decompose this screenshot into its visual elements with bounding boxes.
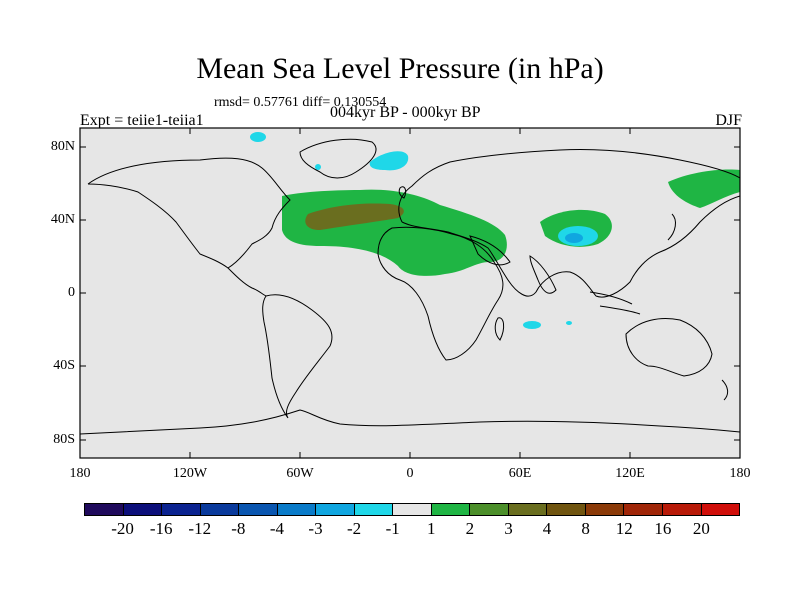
colorbar-label: -20: [111, 519, 134, 538]
colorbar-box: [200, 504, 240, 515]
stats-line: rmsd= 0.57761 diff= 0.130554: [214, 95, 387, 110]
map-ticks: [80, 128, 740, 458]
colorbar-box: [85, 504, 124, 515]
coastline-madagascar: [494, 317, 505, 341]
coastline-antarctica: [80, 409, 740, 435]
coastline-africa: [377, 226, 504, 361]
colorbar-box: [662, 504, 702, 515]
anomaly-negative-tibet-inner: [565, 233, 583, 243]
coastline-greenland: [299, 138, 377, 179]
colorbar-label: 1: [427, 519, 436, 538]
anomaly-negative-north-atlantic: [315, 164, 321, 170]
coastline-new-zealand: [721, 379, 729, 401]
colorbar-box: [316, 504, 355, 515]
colorbar-label: 20: [692, 519, 710, 538]
coastline-uk: [398, 186, 407, 199]
colorbar-box: [239, 504, 278, 515]
colorbar-box: [585, 504, 625, 515]
lat-label-80n: 80N: [50, 139, 75, 154]
coastline-eurasia: [398, 148, 740, 298]
period-diff-label: 004kyr BP - 000kyr BP: [330, 104, 481, 121]
colorbar-label: 2: [465, 519, 475, 538]
lon-label-180e: 180: [729, 466, 751, 481]
season-label: DJF: [715, 112, 742, 129]
lon-label-60w: 60W: [286, 466, 314, 481]
map-background: [80, 128, 740, 458]
colorbar-label: 8: [581, 519, 590, 538]
plot-title: Mean Sea Level Pressure (in hPa): [196, 52, 604, 85]
colorbar-label: 4: [542, 519, 552, 538]
colorbar-box: [701, 504, 740, 515]
coastline-north-america: [87, 157, 291, 269]
colorbar-label: -2: [347, 519, 362, 538]
lon-label-0: 0: [406, 466, 414, 481]
experiment-label: Expt = teiie1-teiia1: [80, 112, 204, 129]
colorbar-label: -3: [308, 519, 323, 538]
colorbar-box: [547, 504, 586, 515]
coastline-japan: [667, 213, 676, 241]
colorbar-label: 16: [654, 519, 672, 538]
coastline-indonesia: [589, 291, 641, 315]
lon-label-60e: 60E: [508, 466, 532, 481]
lat-label-40n: 40N: [50, 212, 75, 227]
coastline-south-america: [262, 294, 333, 419]
lat-label-40s: 40S: [53, 358, 75, 373]
colorbar-box: [123, 504, 163, 515]
anomaly-core-north-africa: [305, 203, 404, 230]
anomaly-negative-greenland: [369, 151, 409, 171]
colorbar-label: -16: [149, 519, 173, 538]
colorbar-box: [277, 504, 317, 515]
coastline-australia: [625, 318, 713, 377]
coastlines: [80, 138, 740, 435]
coastline-india: [529, 255, 557, 294]
colorbar-label: -12: [188, 519, 212, 538]
colorbar: [84, 503, 740, 516]
colorbar-box: [508, 504, 548, 515]
anomaly-region-east-siberia: [668, 169, 740, 208]
anomaly-negative-indian-ocean-small: [566, 321, 572, 325]
anomaly-negative-indian-ocean: [523, 321, 541, 329]
colorbar-box: [470, 504, 509, 515]
colorbar-box: [162, 504, 201, 515]
colorbar-box: [431, 504, 471, 515]
colorbar-label: 12: [615, 519, 633, 538]
colorbar-box: [354, 504, 394, 515]
colorbar-label: -1: [385, 519, 400, 538]
colorbar-box: [393, 504, 432, 515]
lat-label-80s: 80S: [53, 432, 75, 447]
lon-label-180w: 180: [69, 466, 91, 481]
lon-label-120e: 120E: [615, 466, 645, 481]
colorbar-box: [624, 504, 663, 515]
coastline-arabia: [469, 235, 511, 266]
lat-label-equator: 0: [68, 285, 75, 300]
colorbar-label: -4: [269, 519, 285, 538]
lon-label-120w: 120W: [172, 466, 208, 481]
anomaly-negative-arctic: [250, 132, 266, 142]
coastline-central-america: [227, 267, 267, 297]
anomaly-fills: [250, 132, 740, 329]
colorbar-label: 3: [504, 519, 513, 538]
colorbar-label: -8: [231, 519, 246, 538]
